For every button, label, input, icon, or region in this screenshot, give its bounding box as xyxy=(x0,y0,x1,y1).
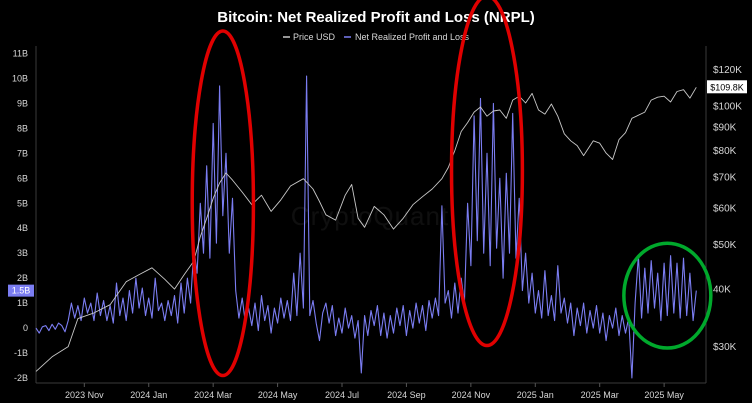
x-tick-label: 2024 Sep xyxy=(387,390,426,400)
right-tick-label: $70K xyxy=(713,173,737,184)
left-tick-label: -1B xyxy=(14,348,28,358)
legend-item-nrpl[interactable]: Net Realized Profit and Loss xyxy=(344,32,470,42)
left-tick-label: 4B xyxy=(17,223,28,233)
right-axis-ticks: $120K $100K $90K $80K $70K $60K $50K 40K $30K xyxy=(713,65,742,353)
left-tick-label: 3B xyxy=(17,248,28,258)
highlight-annotations xyxy=(190,0,713,378)
right-tick-label: 40K xyxy=(713,285,731,296)
x-tick-label: 2024 Jan xyxy=(130,390,167,400)
right-tick-label: $50K xyxy=(713,240,737,251)
x-tick-label: 2025 Jan xyxy=(517,390,554,400)
right-tick-label: $60K xyxy=(713,204,737,215)
highlight-ellipse-green-3 xyxy=(622,241,713,350)
nrpl-series-line xyxy=(35,75,697,379)
left-tick-label: 2B xyxy=(17,273,28,283)
highlight-ellipse-red-1 xyxy=(190,29,256,378)
legend-item-price[interactable]: Price USD xyxy=(283,32,336,42)
left-tick-label: 8B xyxy=(17,123,28,133)
chart-title: Bitcoin: Net Realized Profit and Loss (N… xyxy=(217,9,535,26)
x-axis-ticks: 2023 Nov 2024 Jan 2024 Mar 2024 May 2024 Jul… xyxy=(65,383,684,400)
left-current-badge-label: 1.5B xyxy=(12,286,31,296)
left-tick-label: 5B xyxy=(17,198,28,208)
right-current-badge-bg xyxy=(707,80,747,94)
left-tick-label: 11B xyxy=(13,48,28,58)
x-tick-label: 2025 May xyxy=(644,390,684,400)
left-tick-label: 10B xyxy=(12,73,28,83)
right-tick-label: $120K xyxy=(713,65,742,76)
right-tick-label: $100K xyxy=(713,101,742,112)
left-tick-label: -2B xyxy=(14,373,28,383)
highlight-ellipse-red-2 xyxy=(449,0,525,348)
right-current-badge-label: $109.8K xyxy=(710,82,744,92)
left-tick-label: 6B xyxy=(17,173,28,183)
x-tick-label: 2024 Nov xyxy=(452,390,491,400)
left-tick-label: 7B xyxy=(17,148,28,158)
right-current-badge: $109.8K xyxy=(707,80,747,94)
left-tick-label: 0 xyxy=(23,323,28,333)
left-current-badge-bg xyxy=(8,284,34,297)
x-tick-label: 2024 Mar xyxy=(194,390,232,400)
x-tick-label: 2024 May xyxy=(258,390,298,400)
legend-label-nrpl: Net Realized Profit and Loss xyxy=(355,32,470,42)
left-axis-ticks: 11B 10B 9B 8B 7B 6B 5B 4B 3B 2B 1B 0 -1B -2B xyxy=(12,48,28,383)
right-tick-label: $80K xyxy=(713,146,737,157)
legend: Price USD Net Realized Profit and Loss xyxy=(283,32,470,42)
left-tick-label: 9B xyxy=(17,98,28,108)
x-tick-label: 2024 Jul xyxy=(325,390,359,400)
x-tick-label: 2025 Mar xyxy=(581,390,619,400)
legend-label-price: Price USD xyxy=(293,32,336,42)
right-tick-label: $90K xyxy=(713,123,737,134)
x-tick-label: 2023 Nov xyxy=(65,390,104,400)
right-tick-label: $30K xyxy=(713,342,737,353)
price-series-line xyxy=(35,87,697,372)
left-current-badge: 1.5B xyxy=(8,284,34,297)
left-tick-label: 1B xyxy=(17,298,28,308)
